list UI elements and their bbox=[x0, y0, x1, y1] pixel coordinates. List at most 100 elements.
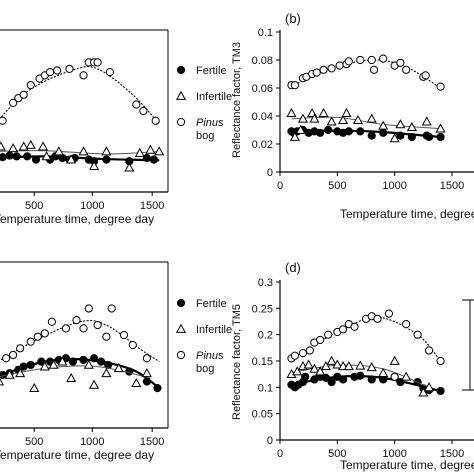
data-point bbox=[113, 363, 124, 373]
x-tick-label: 1000 bbox=[80, 200, 104, 212]
data-point bbox=[312, 68, 321, 77]
y-tick-label: 0.04 bbox=[252, 111, 273, 123]
data-point bbox=[142, 377, 151, 386]
data-point bbox=[326, 116, 337, 126]
data-point bbox=[406, 121, 417, 132]
data-point bbox=[338, 325, 348, 334]
data-point bbox=[407, 132, 416, 142]
legend-label: Pinus bbox=[196, 117, 224, 129]
x-tick-label: 500 bbox=[25, 200, 43, 212]
data-point bbox=[389, 355, 400, 365]
data-point bbox=[373, 314, 382, 323]
data-point bbox=[0, 378, 5, 386]
data-point bbox=[31, 155, 41, 164]
data-point bbox=[8, 143, 19, 153]
data-point bbox=[107, 304, 116, 313]
data-point bbox=[315, 366, 326, 376]
data-point bbox=[68, 357, 78, 366]
data-point bbox=[326, 355, 337, 365]
y-tick-label: 0.05 bbox=[252, 409, 273, 421]
data-point bbox=[93, 58, 102, 67]
data-point bbox=[19, 362, 28, 371]
data-point bbox=[356, 55, 365, 65]
panel-d-xlabel: Temperature time, degree day bbox=[340, 458, 474, 472]
data-point bbox=[305, 346, 314, 355]
data-point bbox=[309, 113, 320, 123]
y-tick-label: 0.1 bbox=[258, 382, 273, 394]
data-point bbox=[26, 360, 35, 370]
data-point bbox=[57, 356, 68, 366]
data-point bbox=[436, 356, 445, 366]
data-point bbox=[341, 107, 352, 118]
data-point bbox=[316, 128, 325, 137]
data-point bbox=[338, 375, 348, 384]
data-point bbox=[413, 330, 422, 339]
data-point bbox=[378, 120, 389, 130]
x-tick-label: 0 bbox=[277, 180, 283, 192]
data-point bbox=[41, 151, 52, 161]
y-tick-label: 0.02 bbox=[252, 139, 273, 151]
data-point bbox=[355, 360, 366, 370]
data-point bbox=[384, 309, 394, 318]
data-point bbox=[309, 363, 320, 373]
data-point bbox=[344, 127, 353, 136]
y-tick-label: 0.25 bbox=[252, 303, 273, 315]
data-point bbox=[124, 162, 135, 172]
data-point bbox=[97, 357, 106, 366]
data-point bbox=[321, 373, 330, 382]
data-point bbox=[61, 324, 71, 333]
data-point bbox=[48, 359, 59, 369]
data-point bbox=[0, 141, 6, 151]
data-point bbox=[93, 320, 102, 330]
legend-label: Fertile bbox=[196, 65, 227, 77]
data-point bbox=[402, 65, 411, 74]
data-point bbox=[338, 114, 349, 125]
x-tick-label: 500 bbox=[328, 180, 346, 192]
data-point bbox=[37, 141, 49, 151]
panel-b-ylabel: Reflectance factor, TM3 bbox=[231, 42, 243, 158]
data-point bbox=[142, 153, 151, 163]
data-point bbox=[401, 371, 412, 381]
data-point bbox=[295, 124, 306, 134]
x-tick-label: 500 bbox=[25, 436, 43, 448]
data-point bbox=[424, 346, 434, 355]
y-tick-label: 0.15 bbox=[252, 356, 273, 368]
data-point bbox=[102, 332, 111, 341]
data-point bbox=[367, 131, 376, 140]
x-tick-label: 1500 bbox=[140, 200, 164, 212]
data-point bbox=[0, 153, 7, 162]
data-point bbox=[15, 367, 26, 378]
data-point bbox=[350, 322, 359, 331]
data-point bbox=[9, 350, 18, 360]
y-tick-label: 0.06 bbox=[252, 83, 273, 95]
legend-label: bog bbox=[196, 363, 214, 375]
data-point bbox=[297, 113, 308, 123]
data-point bbox=[379, 54, 388, 63]
data-point bbox=[131, 377, 142, 388]
data-point bbox=[352, 114, 364, 125]
data-point bbox=[301, 372, 310, 381]
y-tick-label: 0 bbox=[267, 167, 273, 179]
panel-d: (d) 00.050.10.150.20.250.3 0 500 1000 1500 … bbox=[231, 260, 474, 472]
data-point bbox=[18, 141, 29, 151]
data-point bbox=[134, 147, 145, 157]
data-point bbox=[19, 90, 28, 99]
data-point bbox=[436, 386, 445, 396]
data-point bbox=[79, 355, 88, 365]
data-point bbox=[290, 81, 300, 90]
x-tick-label: 1500 bbox=[140, 436, 164, 448]
data-point bbox=[58, 153, 67, 163]
data-point bbox=[65, 64, 74, 73]
data-point bbox=[145, 144, 156, 154]
legend-label: Infertile bbox=[196, 91, 232, 103]
legend-marker bbox=[176, 65, 186, 75]
data-point bbox=[421, 71, 430, 80]
data-point bbox=[316, 335, 325, 345]
data-point bbox=[356, 371, 365, 380]
data-point bbox=[26, 80, 35, 90]
data-point bbox=[366, 362, 377, 372]
panel-a: 500 1000 1500 Temperature time, degree day bbox=[0, 29, 169, 226]
data-point bbox=[84, 304, 93, 313]
data-point bbox=[101, 146, 112, 156]
legend-label: bog bbox=[196, 130, 214, 142]
